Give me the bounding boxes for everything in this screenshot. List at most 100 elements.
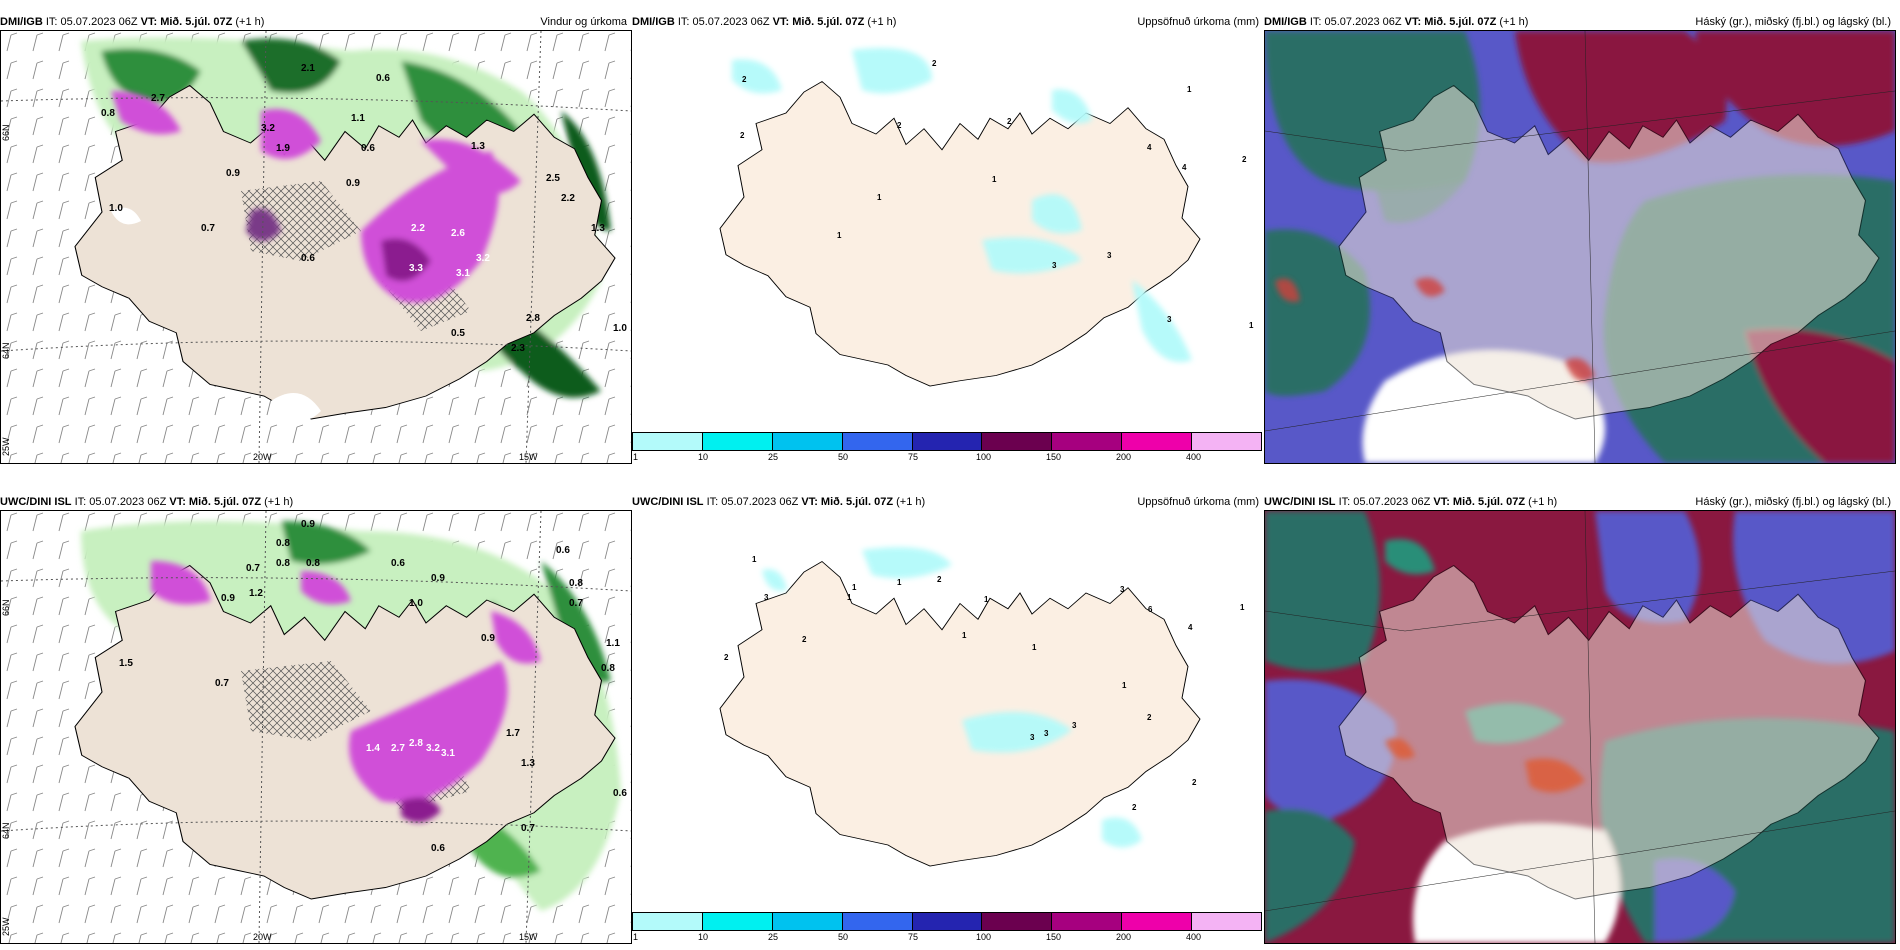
lon-label-15w: 15W [519, 452, 538, 462]
svg-text:0.6: 0.6 [301, 253, 315, 264]
svg-text:0.8: 0.8 [101, 108, 115, 119]
panel-uwc-precip: UWC/DINI ISL IT: 05.07.2023 06Z VT: Mið.… [632, 492, 1264, 944]
svg-text:2: 2 [937, 575, 942, 584]
panel-title: Háský (gr.), miðský (fj.bl.) og lágský (… [1695, 16, 1891, 28]
svg-text:0.6: 0.6 [431, 843, 445, 854]
svg-text:0.7: 0.7 [521, 823, 535, 834]
svg-text:1: 1 [1240, 603, 1245, 612]
colorbar-seg [633, 433, 703, 450]
svg-text:2.5: 2.5 [546, 173, 560, 184]
map-frame: 2 2 2 2 2 1 4 4 2 1 1 1 3 3 3 1 [632, 30, 1262, 427]
svg-text:1.3: 1.3 [591, 223, 605, 234]
svg-text:1.2: 1.2 [249, 588, 263, 599]
svg-text:2.2: 2.2 [411, 223, 425, 234]
svg-text:0.8: 0.8 [276, 558, 290, 569]
svg-text:2: 2 [724, 653, 729, 662]
value-label: 2 [932, 59, 937, 68]
svg-text:4: 4 [1182, 163, 1187, 172]
svg-text:0.6: 0.6 [556, 545, 570, 556]
svg-text:1: 1 [962, 631, 967, 640]
panel-uwc-wind: UWC/DINI ISL IT: 05.07.2023 06Z VT: Mið.… [0, 492, 632, 944]
svg-text:0.8: 0.8 [601, 663, 615, 674]
svg-text:0.9: 0.9 [226, 168, 240, 179]
panel-header: DMI/IGB IT: 05.07.2023 06Z VT: Mið. 5.jú… [632, 16, 1259, 28]
svg-text:2: 2 [1242, 155, 1247, 164]
lat-label-25w: 25W [1, 437, 11, 456]
lon-label-15w: 15W [519, 932, 538, 942]
svg-text:1.1: 1.1 [351, 113, 365, 124]
panel-header: DMI/IGB IT: 05.07.2023 06Z VT: Mið. 5.jú… [1264, 16, 1891, 28]
svg-text:0.7: 0.7 [201, 223, 215, 234]
svg-text:3: 3 [764, 593, 769, 602]
map-frame: 2.7 0.8 2.1 0.6 1.1 3.2 1.9 0.6 0.9 1.3 … [0, 30, 632, 464]
svg-text:1.0: 1.0 [409, 598, 423, 609]
panel-title: Vindur og úrkoma [540, 16, 627, 28]
svg-text:1.3: 1.3 [521, 758, 535, 769]
panel-header: DMI/IGB IT: 05.07.2023 06Z VT: Mið. 5.jú… [0, 16, 627, 28]
svg-text:6: 6 [1148, 605, 1153, 614]
svg-text:1: 1 [837, 231, 842, 240]
svg-text:2: 2 [742, 75, 747, 84]
svg-text:2.1: 2.1 [301, 63, 315, 74]
wind-precip-map: 2.7 0.8 2.1 0.6 1.1 3.2 1.9 0.6 0.9 1.3 … [1, 31, 631, 463]
svg-text:0.6: 0.6 [376, 73, 390, 84]
svg-text:0.9: 0.9 [481, 633, 495, 644]
svg-text:0.8: 0.8 [306, 558, 320, 569]
svg-text:0.9: 0.9 [221, 593, 235, 604]
svg-text:0.6: 0.6 [361, 143, 375, 154]
svg-text:1.4: 1.4 [366, 743, 380, 754]
svg-text:0.7: 0.7 [246, 563, 260, 574]
wind-precip-map: 0.9 0.8 0.7 0.8 0.8 0.6 0.6 0.9 1.2 0.9 … [1, 511, 631, 943]
colorbar-ticks: 1 10 25 50 75 100 150 200 400 [633, 932, 1202, 942]
svg-text:1: 1 [847, 593, 852, 602]
svg-text:1: 1 [1122, 681, 1127, 690]
map-frame: 0.9 0.8 0.7 0.8 0.8 0.6 0.6 0.9 1.2 0.9 … [0, 510, 632, 944]
svg-text:1: 1 [852, 583, 857, 592]
svg-text:3: 3 [1052, 261, 1057, 270]
svg-text:0.6: 0.6 [391, 558, 405, 569]
panel-title: Háský (gr.), miðský (fj.bl.) og lágský (… [1695, 496, 1891, 508]
svg-text:1: 1 [897, 578, 902, 587]
panel-header: UWC/DINI ISL IT: 05.07.2023 06Z VT: Mið.… [632, 496, 1259, 508]
colorbar [632, 432, 1262, 451]
svg-text:2: 2 [1147, 713, 1152, 722]
svg-text:1: 1 [1249, 321, 1254, 330]
svg-text:1: 1 [992, 175, 997, 184]
svg-text:1: 1 [1187, 85, 1192, 94]
svg-text:3.3: 3.3 [409, 263, 423, 274]
panel-dmi-wind: DMI/IGB IT: 05.07.2023 06Z VT: Mið. 5.jú… [0, 12, 632, 464]
svg-text:0.5: 0.5 [451, 328, 465, 339]
colorbar [632, 912, 1262, 931]
svg-text:3: 3 [1167, 315, 1172, 324]
cloud-map [1265, 511, 1895, 943]
lat-label-64n: 64N [1, 822, 11, 839]
svg-text:1.5: 1.5 [119, 658, 133, 669]
cloud-map [1265, 31, 1895, 463]
value-label: 1 [752, 555, 757, 564]
svg-text:2.7: 2.7 [391, 743, 405, 754]
svg-text:3.2: 3.2 [261, 123, 275, 134]
svg-text:3.1: 3.1 [441, 748, 455, 759]
svg-text:0.6: 0.6 [613, 788, 627, 799]
lat-label-66n: 66N [1, 599, 11, 616]
svg-text:2.8: 2.8 [409, 738, 423, 749]
svg-text:3: 3 [1030, 733, 1035, 742]
svg-text:3: 3 [1044, 729, 1049, 738]
svg-text:4: 4 [1188, 623, 1193, 632]
svg-text:2.6: 2.6 [451, 228, 465, 239]
panel-dmi-cloud: DMI/IGB IT: 05.07.2023 06Z VT: Mið. 5.jú… [1264, 12, 1896, 464]
lon-label-20w: 20W [253, 932, 272, 942]
accum-precip-map: 1 3 2 1 2 1 1 2 1 3 6 4 1 1 1 3 3 3 2 2 … [719, 547, 1245, 867]
svg-text:0.7: 0.7 [215, 678, 229, 689]
svg-text:3.2: 3.2 [426, 743, 440, 754]
value-label: 2.7 [151, 93, 165, 104]
map-frame [1264, 510, 1896, 944]
svg-text:3.1: 3.1 [456, 268, 470, 279]
panel-uwc-cloud: UWC/DINI ISL IT: 05.07.2023 06Z VT: Mið.… [1264, 492, 1896, 944]
accum-precip-map: 2 2 2 2 2 1 4 4 2 1 1 1 3 3 3 1 [719, 48, 1254, 387]
lon-label-20w: 20W [253, 452, 272, 462]
svg-text:0.8: 0.8 [569, 578, 583, 589]
value-label: 0.9 [301, 519, 315, 530]
svg-text:3.2: 3.2 [476, 253, 490, 264]
svg-text:2: 2 [1192, 778, 1197, 787]
